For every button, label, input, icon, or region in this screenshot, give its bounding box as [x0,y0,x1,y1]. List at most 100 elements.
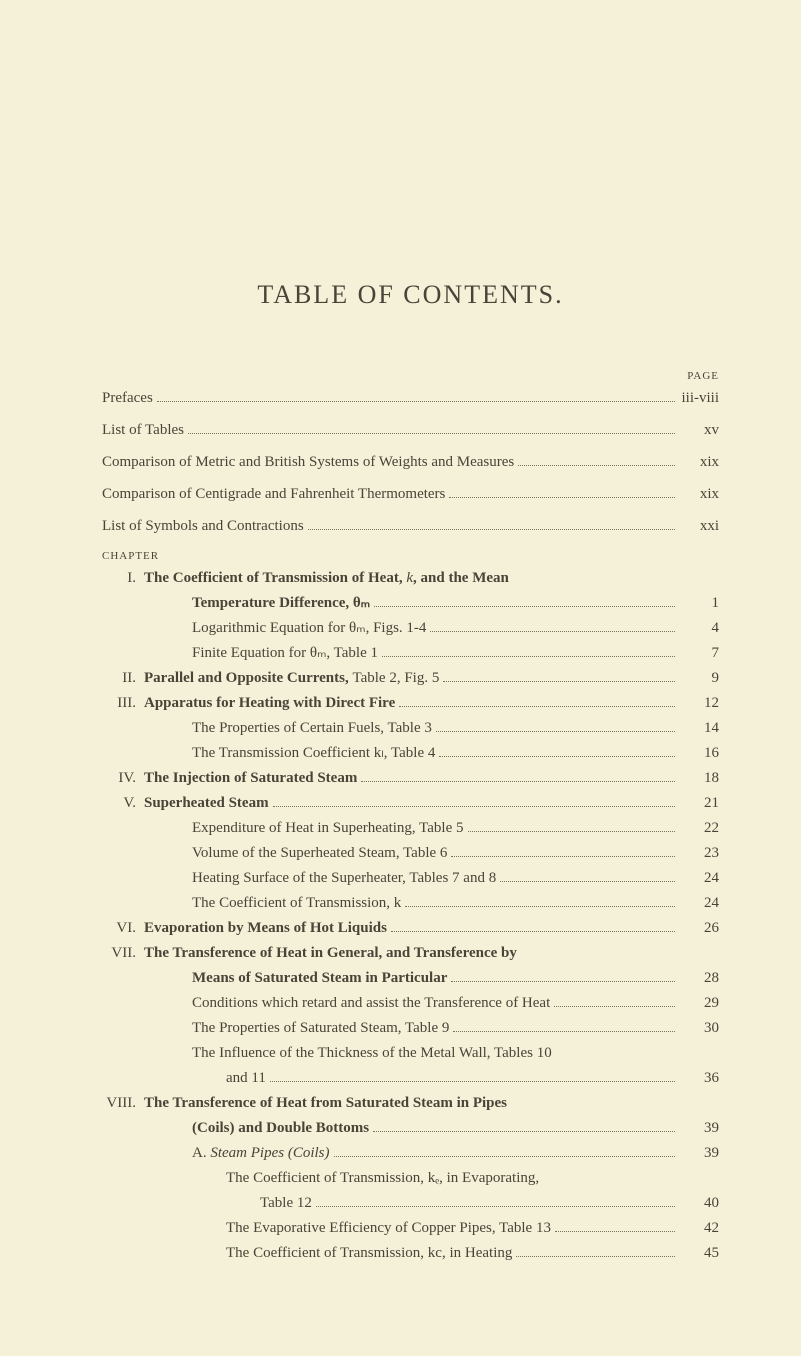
toc-entry: Expenditure of Heat in Superheating, Tab… [192,816,719,840]
toc-label: The Properties of Certain Fuels, Table 3 [192,716,432,740]
toc-label: Table 12 [260,1191,312,1215]
chapter-sub-row: Volume of the Superheated Steam, Table 6… [102,841,719,866]
toc-dots [273,806,675,807]
toc-dots [270,1081,675,1082]
toc-page: 18 [679,766,719,790]
toc-entry: The Injection of Saturated Steam 18 [144,766,719,790]
chapter-roman: VII. [102,945,144,962]
chapter-sub-row: Heating Surface of the Superheater, Tabl… [102,866,719,891]
chapter-sub-row: The Properties of Certain Fuels, Table 3… [102,716,719,741]
toc-page: xv [679,418,719,442]
chapter-sub-row: A. Steam Pipes (Coils) 39 [102,1141,719,1166]
chapter-sub-row: Expenditure of Heat in Superheating, Tab… [102,816,719,841]
toc-entry: List of Symbols and Contractionsxxi [102,514,719,538]
toc-label: The Transmission Coefficient kₗ, Table 4 [192,741,435,765]
toc-dots [518,465,675,466]
chapter-sub-row: The Coefficient of Transmission, kₑ, in … [102,1166,719,1191]
toc-page: 30 [679,1016,719,1040]
chapter-row: IV.The Injection of Saturated Steam18 [102,766,719,791]
chapter-row: VIII.The Transference of Heat from Satur… [102,1091,719,1116]
toc-dots [334,1156,676,1157]
toc-page: 9 [679,666,719,690]
toc-label: The Evaporative Efficiency of Copper Pip… [226,1216,551,1240]
toc-page: 16 [679,741,719,765]
toc-entry: Apparatus for Heating with Direct Fire12 [144,691,719,715]
toc-entry: The Properties of Saturated Steam, Table… [192,1016,719,1040]
toc-entry: Superheated Steam 21 [144,791,719,815]
toc-label: A. Steam Pipes (Coils) [192,1141,330,1165]
toc-entry: Table 1240 [260,1191,719,1215]
toc-entry: The Coefficient of Transmission, kₑ, in … [226,1166,719,1190]
chapter-title: The Injection of Saturated Steam [144,766,357,790]
toc-page: 21 [679,791,719,815]
toc-label: List of Tables [102,418,184,442]
toc-label: Logarithmic Equation for θₘ, Figs. 1-4 [192,616,426,640]
toc-dots [451,856,675,857]
toc-dots [382,656,675,657]
toc-page: 24 [679,891,719,915]
toc-entry: (Coils) and Double Bottoms39 [192,1116,719,1140]
toc-page: 24 [679,866,719,890]
toc-entry: The Coefficient of Transmission of Heat,… [144,566,719,590]
toc-entry: Comparison of Centigrade and Fahrenheit … [102,482,719,506]
page-title: TABLE OF CONTENTS. [102,280,719,310]
chapter-roman: I. [102,570,144,587]
toc-label: Comparison of Centigrade and Fahrenheit … [102,482,445,506]
toc-dots [373,1131,675,1132]
toc-entry: Heating Surface of the Superheater, Tabl… [192,866,719,890]
toc-label: Heating Surface of the Superheater, Tabl… [192,866,496,890]
toc-label: Volume of the Superheated Steam, Table 6 [192,841,447,865]
chapter-row: III.Apparatus for Heating with Direct Fi… [102,691,719,716]
toc-entry: The Coefficient of Transmission, kc, in … [226,1241,719,1265]
chapter-title: Parallel and Opposite Currents, Table 2,… [144,666,439,690]
chapter-content: Superheated Steam 21 [144,791,719,816]
toc-page: 39 [679,1141,719,1165]
toc-dots [399,706,675,707]
toc-label: and 11 [226,1066,266,1090]
chapter-title: Superheated Steam [144,791,269,815]
toc-page: 14 [679,716,719,740]
chapter-row: V.Superheated Steam21 [102,791,719,816]
toc-dots [316,1206,675,1207]
toc-entry: The Coefficient of Transmission, k24 [192,891,719,915]
chapter-sub-row: The Properties of Saturated Steam, Table… [102,1016,719,1041]
toc-page: 39 [679,1116,719,1140]
toc-dots [443,681,675,682]
toc-dots [430,631,675,632]
toc-entry: Temperature Difference, θₘ1 [192,591,719,615]
chapter-row: VI.Evaporation by Means of Hot Liquids26 [102,916,719,941]
toc-label: The Properties of Saturated Steam, Table… [192,1016,449,1040]
toc-entry: and 1136 [226,1066,719,1090]
toc-label: Means of Saturated Steam in Particular [192,966,447,990]
chapter-sub-row: and 1136 [102,1066,719,1091]
toc-entry: Volume of the Superheated Steam, Table 6… [192,841,719,865]
chapter-sub-row: The Evaporative Efficiency of Copper Pip… [102,1216,719,1241]
chapter-content: Apparatus for Heating with Direct Fire12 [144,691,719,716]
chapter-sub-row: Conditions which retard and assist the T… [102,991,719,1016]
toc-page: 29 [679,991,719,1015]
chapter-row: I.The Coefficient of Transmission of Hea… [102,566,719,591]
toc-dots [361,781,675,782]
chapter-content: Evaporation by Means of Hot Liquids26 [144,916,719,941]
toc-entry: Evaporation by Means of Hot Liquids26 [144,916,719,940]
toc-dots [500,881,675,882]
toc-dots [391,931,675,932]
toc-entry: List of Tables xv [102,418,719,442]
toc-dots [554,1006,675,1007]
toc-label: Finite Equation for θₘ, Table 1 [192,641,378,665]
toc-page: 45 [679,1241,719,1265]
front-matter-section: Prefacesiii-viii List of Tables xv Comparis… [102,386,719,538]
toc-entry: The Influence of the Thickness of the Me… [192,1041,719,1065]
toc-page: 28 [679,966,719,990]
chapter-continuation: Temperature Difference, θₘ1 [102,591,719,616]
chapter-sub-row: The Coefficient of Transmission, kc, in … [102,1241,719,1266]
toc-page: xix [679,450,719,474]
toc-page: xxi [679,514,719,538]
toc-entry: Comparison of Metric and British Systems… [102,450,719,474]
toc-dots [439,756,675,757]
chapter-roman: II. [102,670,144,687]
toc-entry: The Evaporative Efficiency of Copper Pip… [226,1216,719,1240]
toc-entry: Prefacesiii-viii [102,386,719,410]
chapter-continuation: (Coils) and Double Bottoms39 [102,1116,719,1141]
chapter-content: The Coefficient of Transmission of Heat,… [144,566,719,591]
